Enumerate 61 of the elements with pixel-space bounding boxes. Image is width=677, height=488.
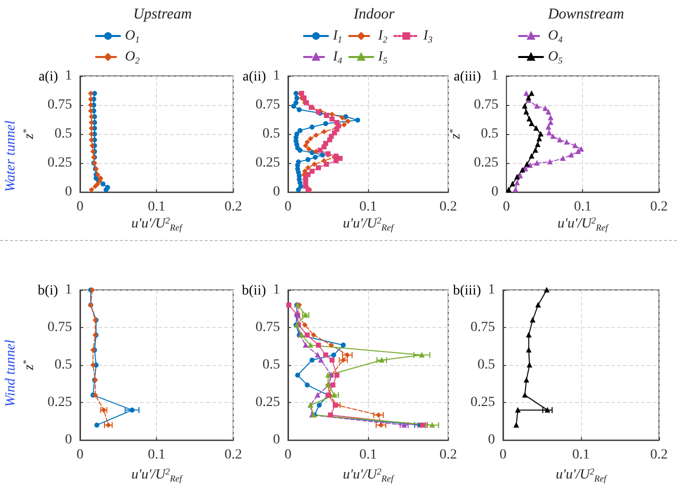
y-tick-label: 0.5 — [54, 358, 72, 373]
y-tick-label: 0.5 — [262, 126, 280, 142]
x-tick-label: 0.1 — [148, 200, 166, 215]
chart-title: Downstream — [546, 6, 624, 22]
y-tick-label: 1 — [488, 282, 495, 298]
chart-title: Upstream — [133, 6, 192, 22]
y-tick-label: 0.5 — [262, 358, 280, 373]
y-tick-label: 0.75 — [256, 320, 280, 336]
y-tick-label: 0.75 — [474, 98, 498, 113]
y-tick-label: 0.25 — [48, 156, 72, 171]
x-tick-label: 0 — [76, 448, 84, 463]
y-tick-label: 0.25 — [256, 395, 280, 410]
x-tick-label: 0.2 — [224, 448, 242, 463]
text: a(ii) — [242, 70, 266, 84]
text: Water tunnel — [4, 120, 18, 192]
y-tick-label: 0.75 — [256, 98, 280, 113]
y-tick-label: 0 — [273, 184, 280, 200]
y-tick-label: 0.25 — [470, 395, 495, 410]
y-tick-label: 0.5 — [478, 358, 495, 373]
x-tick-label: 0 — [502, 200, 510, 215]
y-tick-label: 1 — [491, 68, 498, 84]
x-tick-label: 0 — [284, 200, 292, 215]
y-tick-label: 0 — [65, 432, 72, 448]
x-tick-label: 0.2 — [440, 448, 457, 463]
text: b(iii) — [453, 284, 482, 298]
y-tick-label: 1 — [273, 282, 280, 298]
chart-title: Indoor — [352, 6, 395, 22]
text: b(i) — [38, 284, 58, 298]
x-tick-label: 0.1 — [148, 448, 166, 463]
y-tick-label: 0.75 — [48, 98, 72, 113]
x-tick-label: 0 — [76, 200, 84, 215]
y-axis-title: z* — [21, 360, 38, 372]
y-tick-label: 0 — [65, 184, 72, 200]
text: a(i) — [38, 70, 58, 84]
x-tick-label: 0.2 — [224, 200, 242, 215]
y-tick-label: 0.25 — [48, 395, 72, 410]
y-tick-label: 0.25 — [256, 156, 280, 171]
x-tick-label: 0.1 — [574, 200, 592, 215]
x-tick-label: 0.1 — [359, 448, 377, 463]
y-tick-label: 1 — [273, 68, 280, 84]
y-tick-label: 0.75 — [48, 320, 72, 336]
y-tick-label: 0 — [273, 432, 280, 448]
x-tick-label: 0 — [284, 448, 292, 463]
x-tick-label: 0.1 — [359, 200, 377, 215]
x-tick-label: 0.1 — [572, 448, 590, 463]
x-tick-label: 0.2 — [650, 200, 668, 215]
text: Wind tunnel — [4, 340, 18, 407]
y-tick-label: 0.75 — [470, 320, 495, 336]
y-tick-label: 0.5 — [480, 126, 498, 142]
y-tick-label: 1 — [65, 68, 72, 84]
y-axis-title: z* — [21, 128, 38, 140]
y-axis-title: z* — [448, 128, 464, 140]
y-tick-label: 0 — [488, 432, 495, 448]
y-tick-label: 0.5 — [54, 126, 72, 142]
y-tick-label: 1 — [65, 282, 72, 298]
x-tick-label: 0.2 — [650, 448, 668, 463]
x-tick-label: 0.2 — [440, 200, 457, 215]
text: b(ii) — [242, 284, 266, 298]
y-tick-label: 0 — [491, 184, 498, 200]
text: a(iii) — [454, 70, 482, 84]
y-tick-label: 0.25 — [474, 156, 498, 171]
